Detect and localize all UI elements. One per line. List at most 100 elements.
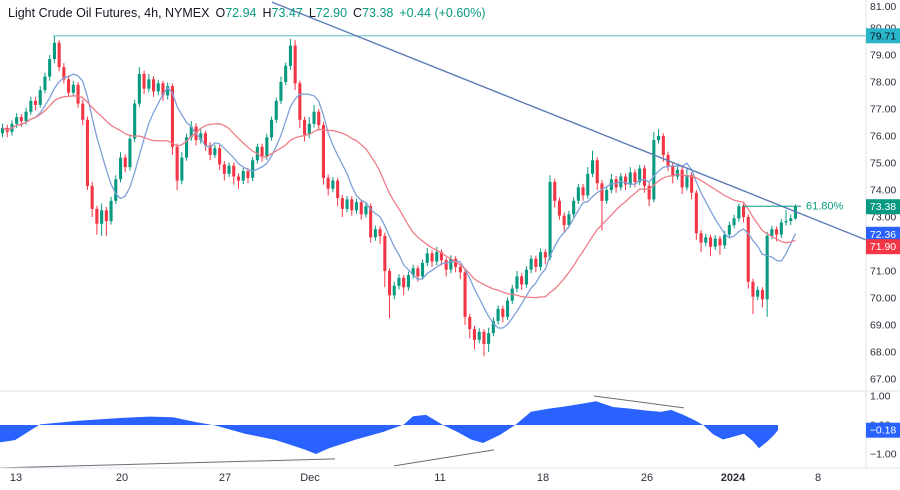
candle [468, 316, 472, 330]
candle [642, 168, 646, 186]
candle [586, 173, 590, 196]
candle [236, 176, 240, 181]
oscillator-trendline-2[interactable] [393, 449, 495, 467]
candle [81, 103, 85, 120]
candle [685, 175, 689, 188]
open-label: O [215, 6, 226, 20]
candle [57, 42, 61, 68]
candle [718, 238, 722, 246]
ma-slow-line[interactable] [2, 95, 796, 299]
candle [38, 90, 42, 105]
candle [321, 125, 325, 178]
candle [170, 86, 174, 147]
oscillator-trendline-3[interactable] [593, 395, 685, 409]
candle [628, 172, 632, 185]
price-badge-last-background [866, 199, 900, 215]
price-axis-label: 76.00 [870, 131, 896, 143]
candle [293, 45, 297, 84]
oscillator-trendline-1[interactable] [0, 458, 336, 468]
candle [298, 83, 302, 120]
candle [553, 181, 557, 201]
candle [43, 76, 47, 91]
candle [364, 206, 368, 215]
candle [90, 185, 94, 209]
candle [133, 103, 137, 139]
candle [449, 258, 453, 270]
candle [732, 218, 736, 226]
time-axis-label: 2024 [721, 472, 746, 484]
candle [694, 192, 698, 234]
candle [534, 258, 538, 267]
candle [487, 333, 491, 344]
candle [501, 308, 505, 317]
candle [345, 199, 349, 209]
candle [548, 181, 552, 258]
candle [392, 285, 396, 296]
price-badge-ma_slow-background [866, 239, 900, 255]
candle [647, 185, 651, 200]
candle [727, 225, 731, 235]
candle [770, 229, 774, 236]
candle [369, 206, 373, 238]
candle [359, 202, 363, 215]
time-axis[interactable]: 13 20 27 Dec 11 18 26 2024 8 [10, 472, 821, 484]
time-axis-label: 11 [434, 472, 445, 484]
candle [288, 45, 292, 66]
candle [524, 269, 528, 285]
candle [411, 268, 415, 276]
candle [609, 179, 613, 190]
candle [161, 83, 165, 96]
candle [24, 111, 28, 122]
time-axis-label: 8 [815, 472, 821, 484]
candle [128, 138, 132, 168]
oscillator-panel[interactable] [0, 395, 778, 468]
price-badge-ma_fast-text: 72.36 [870, 229, 896, 241]
candle [378, 229, 382, 236]
price-axis-label: 74.00 [870, 185, 896, 197]
price-axis-label: 81.00 [870, 1, 896, 13]
candle [62, 67, 66, 80]
candle [562, 215, 566, 226]
ma-fast-line[interactable] [2, 73, 797, 329]
candle [435, 252, 439, 262]
candle [76, 84, 80, 104]
candle [34, 100, 38, 105]
candle [756, 289, 760, 297]
candle [152, 79, 156, 92]
candle [95, 208, 99, 224]
oscillator-axis-label: 1.00 [870, 391, 891, 403]
high-label: H [262, 6, 272, 20]
candle [104, 210, 108, 222]
price-axis-label: 71.00 [870, 266, 896, 278]
candle [539, 252, 543, 267]
price-badge-last: 73.38 [866, 199, 900, 215]
candle [675, 169, 679, 177]
candle [661, 136, 665, 155]
candle [109, 200, 113, 222]
high-value: 73.47 [271, 6, 303, 20]
candle [581, 187, 585, 196]
descending-trendline[interactable] [271, 1, 867, 241]
candle [218, 148, 222, 165]
candle [265, 137, 269, 157]
candle [208, 145, 212, 155]
candle [713, 238, 717, 247]
candle [482, 331, 486, 344]
candle [199, 133, 203, 141]
candle [251, 160, 255, 178]
candle [737, 206, 741, 219]
candle [71, 84, 75, 93]
candle [605, 190, 609, 201]
candle [331, 180, 335, 189]
candle [477, 331, 481, 340]
candle [85, 119, 89, 186]
candle [789, 218, 793, 221]
fib-level-label: 61.80% [806, 201, 844, 213]
candles-layer[interactable] [0, 35, 797, 357]
oscillator-value-badge: −0.18 [866, 422, 900, 438]
candle [123, 157, 127, 168]
oscillator-value-badge-text: −0.18 [870, 425, 897, 437]
candle [472, 329, 476, 340]
